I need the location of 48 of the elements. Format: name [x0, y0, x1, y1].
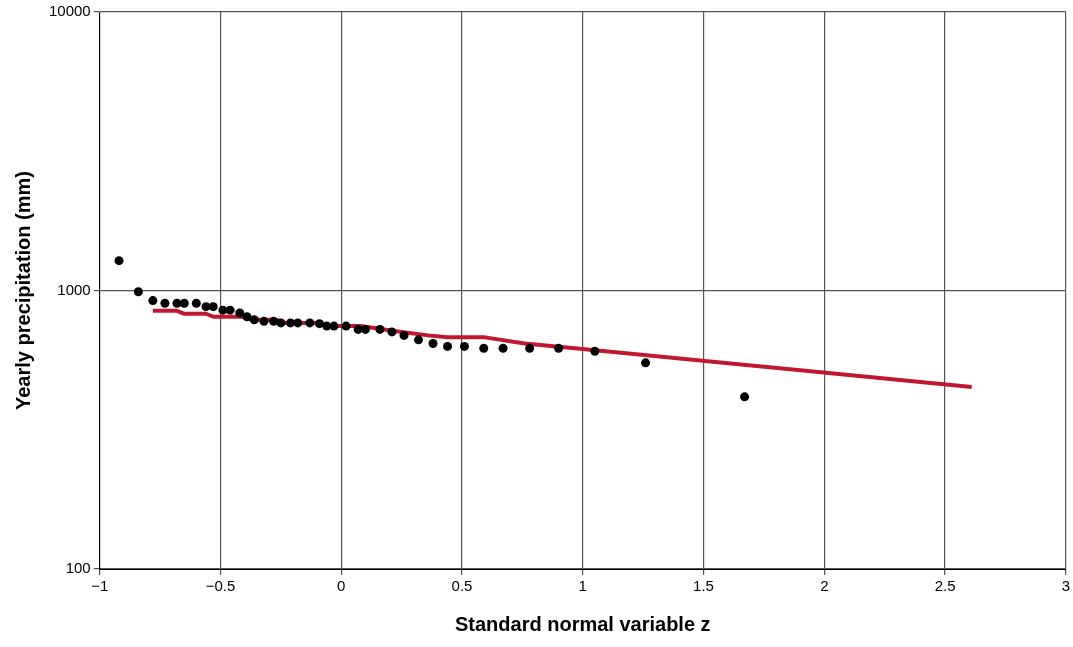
point [590, 346, 600, 356]
point [329, 321, 339, 331]
point [525, 343, 535, 353]
point [225, 305, 235, 315]
x-tick-label: −1 [91, 577, 109, 595]
point [293, 318, 303, 328]
point [191, 298, 201, 308]
x-axis-title: Standard normal variable z [454, 612, 711, 635]
point [249, 315, 259, 325]
point [259, 316, 269, 326]
point [208, 302, 218, 312]
point [160, 298, 170, 308]
point [459, 341, 469, 351]
x-tick-label: 1 [578, 577, 587, 595]
point [133, 287, 143, 297]
point [443, 341, 453, 351]
y-axis-title: Yearly precipitation (mm) [11, 171, 34, 410]
point [554, 343, 564, 353]
point [399, 330, 409, 340]
point [114, 256, 124, 266]
point [341, 321, 351, 331]
point [315, 319, 324, 329]
point [305, 318, 315, 328]
y-tick-label: 10000 [48, 2, 91, 20]
x-tick-label: −0.5 [205, 577, 236, 595]
x-tick-label: 2.5 [934, 577, 956, 595]
x-tick-label: 0 [337, 577, 346, 595]
point [148, 296, 158, 306]
point [414, 335, 424, 345]
point [428, 339, 438, 349]
point [479, 343, 489, 353]
x-tick-label: 1.5 [693, 577, 714, 595]
x-tick-label: 2 [820, 577, 829, 595]
point [276, 318, 286, 328]
point [179, 298, 189, 308]
y-tick-label: 1000 [57, 280, 91, 298]
point [498, 343, 508, 353]
point [387, 327, 397, 337]
point [235, 308, 245, 318]
y-tick-label: 100 [65, 559, 91, 577]
point [269, 316, 279, 326]
point [322, 321, 332, 331]
point [641, 358, 651, 368]
point [740, 392, 750, 402]
x-tick-label: 0.5 [451, 577, 473, 595]
x-tick-label: 3 [1061, 577, 1070, 595]
point [360, 324, 370, 334]
point [375, 324, 385, 334]
